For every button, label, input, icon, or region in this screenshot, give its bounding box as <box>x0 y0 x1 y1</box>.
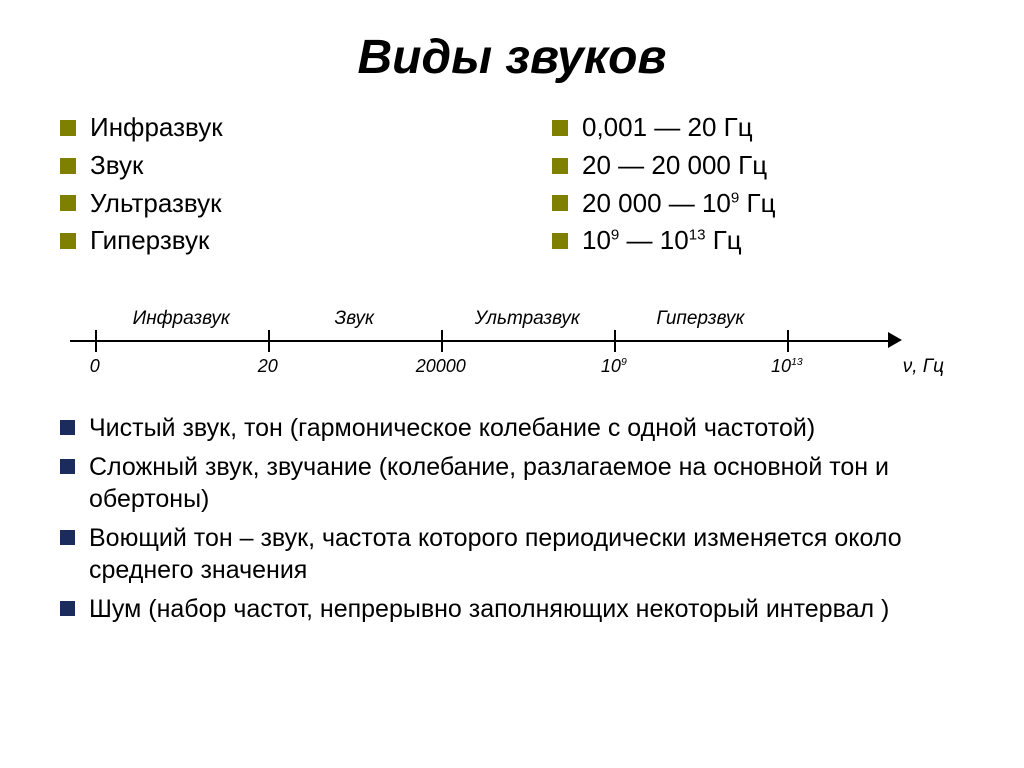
type-name: Ультразвук <box>90 187 222 221</box>
bullet-icon <box>552 233 568 249</box>
range-label: Звук <box>335 308 374 330</box>
bullet-icon <box>60 420 75 435</box>
description-row: Чистый звук, тон (гармоническое колебани… <box>60 412 964 445</box>
description-row: Сложный звук, звучание (колебание, разла… <box>60 451 964 516</box>
frequency-axis: ν, Гц 0 20 20000 109 1013 Инфразвук Звук Ультра… <box>60 292 964 392</box>
tick-label: 20000 <box>416 356 466 377</box>
bullet-icon <box>552 158 568 174</box>
bullet-icon <box>60 601 75 616</box>
description-row: Шум (набор частот, непрерывно заполняющи… <box>60 593 964 626</box>
type-row: Ультразвук <box>60 187 472 221</box>
tick-label: 109 <box>601 356 627 377</box>
description-text: Сложный звук, звучание (колебание, разла… <box>89 451 964 516</box>
type-name: Гиперзвук <box>90 224 209 258</box>
tick-label: 0 <box>90 356 100 377</box>
page-title: Виды звуков <box>60 30 964 85</box>
description-row: Воющий тон – звук, частота которого пери… <box>60 522 964 587</box>
axis-tick <box>787 330 789 352</box>
tick-label: 20 <box>258 356 278 377</box>
range-text: 20 — 20 000 Гц <box>582 149 767 183</box>
bullet-icon <box>552 120 568 136</box>
arrow-icon <box>888 332 902 348</box>
bullet-icon <box>60 530 75 545</box>
range-text: 109 — 1013 Гц <box>582 224 742 258</box>
axis-tick <box>268 330 270 352</box>
type-row: Гиперзвук <box>60 224 472 258</box>
axis-line <box>70 340 894 342</box>
range-text: 0,001 — 20 Гц <box>582 111 753 145</box>
type-row: Инфразвук <box>60 111 472 145</box>
bullet-icon <box>60 233 76 249</box>
type-row: Звук <box>60 149 472 183</box>
range-row: 20 000 — 109 Гц <box>552 187 964 221</box>
description-text: Чистый звук, тон (гармоническое колебани… <box>89 412 815 445</box>
range-label: Гиперзвук <box>656 308 744 330</box>
axis-tick <box>95 330 97 352</box>
range-row: 0,001 — 20 Гц <box>552 111 964 145</box>
range-text: 20 000 — 109 Гц <box>582 187 775 221</box>
bullet-icon <box>60 120 76 136</box>
description-text: Шум (набор частот, непрерывно заполняющи… <box>89 593 889 626</box>
type-name: Инфразвук <box>90 111 223 145</box>
types-ranges: 0,001 — 20 Гц 20 — 20 000 Гц 20 000 — 10… <box>552 107 964 262</box>
range-row: 20 — 20 000 Гц <box>552 149 964 183</box>
types-columns: Инфразвук Звук Ультразвук Гиперзвук 0,00… <box>60 107 964 262</box>
axis-tick <box>614 330 616 352</box>
tick-label: 1013 <box>771 356 803 377</box>
range-label: Инфразвук <box>133 308 230 330</box>
description-text: Воющий тон – звук, частота которого пери… <box>89 522 964 587</box>
bullet-icon <box>552 195 568 211</box>
bullet-icon <box>60 459 75 474</box>
axis-tick <box>441 330 443 352</box>
type-name: Звук <box>90 149 143 183</box>
range-row: 109 — 1013 Гц <box>552 224 964 258</box>
bullet-icon <box>60 195 76 211</box>
types-names: Инфразвук Звук Ультразвук Гиперзвук <box>60 107 472 262</box>
axis-unit: ν, Гц <box>903 356 944 378</box>
descriptions-list: Чистый звук, тон (гармоническое колебани… <box>60 412 964 625</box>
range-label: Ультразвук <box>475 308 580 330</box>
bullet-icon <box>60 158 76 174</box>
